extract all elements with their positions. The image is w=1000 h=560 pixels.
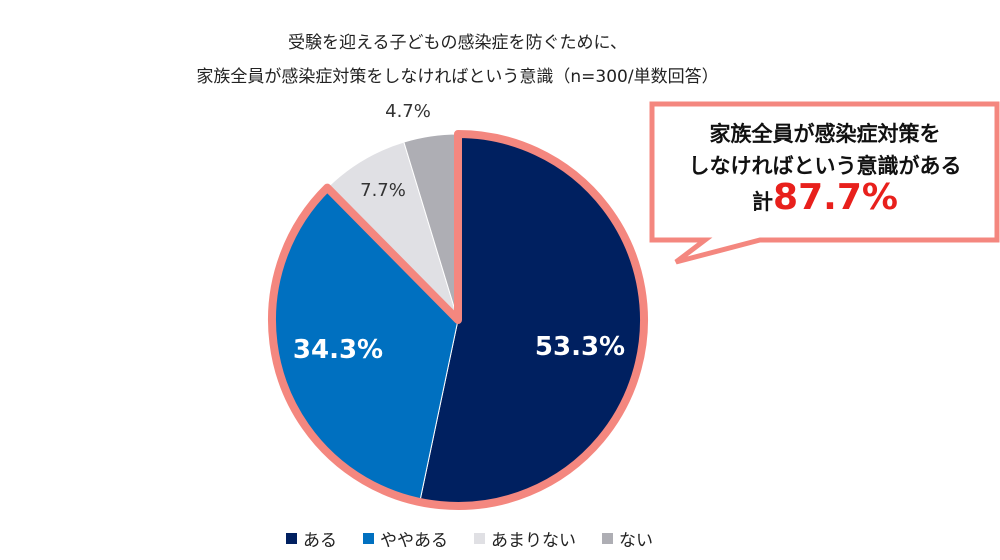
callout-box — [649, 101, 1000, 265]
legend-item: ややある — [363, 526, 448, 551]
legend-swatch — [286, 533, 297, 544]
legend-label: ない — [619, 531, 653, 551]
legend-swatch — [474, 533, 485, 544]
legend-item: ない — [602, 526, 653, 551]
highlight-outline — [268, 130, 648, 510]
data-label-0: 53.3% — [535, 332, 625, 362]
legend-item: ある — [286, 526, 337, 551]
chart-title-line1: 受験を迎える子どもの感染症を防ぐために、 — [288, 33, 627, 53]
callout-line1: 家族全員が感染症対策を — [709, 122, 941, 146]
callout: 家族全員が感染症対策を しなければという意識がある 計87.7% — [652, 118, 998, 218]
chart-title-line2: 家族全員が感染症対策をしなければという意識（n=300/単数回答） — [196, 67, 719, 87]
legend-swatch — [602, 533, 613, 544]
legend-swatch — [363, 533, 374, 544]
legend: ある ややある あまりない ない — [286, 526, 653, 551]
callout-prefix: 計 — [752, 190, 774, 214]
callout-line2: しなければという意識がある — [688, 154, 962, 178]
data-label-3: 4.7% — [385, 101, 431, 122]
legend-label: ある — [303, 531, 337, 551]
legend-label: ややある — [380, 531, 448, 551]
data-label-2: 7.7% — [360, 180, 406, 201]
legend-label: あまりない — [491, 531, 576, 551]
legend-item: あまりない — [474, 526, 576, 551]
callout-value: 87.7% — [773, 177, 898, 218]
data-label-1: 34.3% — [293, 335, 383, 365]
